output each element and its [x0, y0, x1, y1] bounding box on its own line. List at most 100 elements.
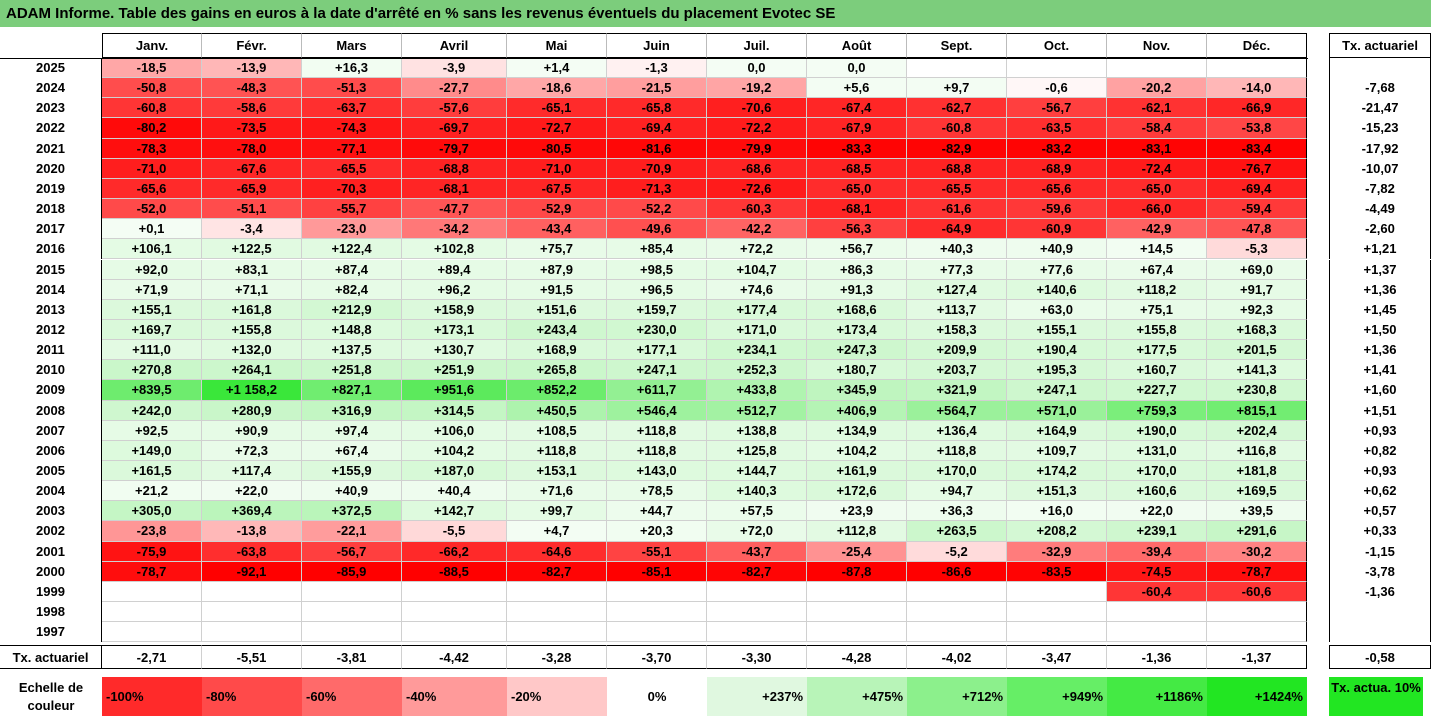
- value-cell: +280,9: [202, 400, 302, 421]
- value-cell: -30,2: [1207, 541, 1307, 562]
- tx-value: -2,60: [1329, 219, 1431, 240]
- value-cell: [907, 622, 1007, 643]
- column-header-12: Déc.: [1207, 33, 1307, 58]
- scale-swatch: -80%: [202, 677, 302, 716]
- value-cell: -64,6: [507, 541, 607, 562]
- value-cell: +132,0: [202, 340, 302, 361]
- value-cell: [1207, 622, 1307, 643]
- tx-value: +1,36: [1329, 279, 1431, 300]
- value-cell: -63,5: [1007, 118, 1107, 139]
- value-cell: +155,9: [302, 461, 402, 482]
- value-cell: -47,8: [1207, 219, 1307, 240]
- value-cell: +113,7: [907, 299, 1007, 320]
- value-cell: [907, 602, 1007, 623]
- value-cell: +22,0: [202, 481, 302, 502]
- year-label: 2024: [0, 78, 102, 99]
- value-cell: +92,0: [102, 259, 202, 280]
- value-cell: +104,7: [707, 259, 807, 280]
- value-cell: +116,8: [1207, 440, 1307, 461]
- value-cell: +91,3: [807, 279, 907, 300]
- value-cell: -66,9: [1207, 98, 1307, 119]
- value-cell: +265,8: [507, 360, 607, 381]
- value-cell: +546,4: [607, 400, 707, 421]
- value-cell: +155,1: [1007, 319, 1107, 341]
- value-cell: +118,8: [907, 440, 1007, 461]
- value-cell: +815,1: [1207, 400, 1307, 421]
- scale-swatch: +1186%: [1107, 677, 1207, 716]
- value-cell: +122,5: [202, 239, 302, 260]
- footer-value: -5,51: [202, 645, 302, 670]
- column-header-7: Juil.: [707, 33, 807, 58]
- value-cell: +118,8: [607, 440, 707, 461]
- value-cell: -58,4: [1107, 118, 1207, 139]
- value-cell: +177,5: [1107, 340, 1207, 361]
- value-cell: +512,7: [707, 400, 807, 421]
- value-cell: [1007, 602, 1107, 623]
- value-cell: +611,7: [607, 380, 707, 401]
- value-cell: [507, 581, 607, 603]
- value-cell: +40,9: [302, 481, 402, 502]
- value-cell: [607, 581, 707, 603]
- value-cell: +247,1: [607, 360, 707, 381]
- footer-value: -3,70: [607, 645, 707, 670]
- value-cell: -43,4: [507, 219, 607, 240]
- year-label: 2006: [0, 440, 102, 461]
- value-cell: +16,3: [302, 58, 402, 79]
- value-cell: +168,9: [507, 340, 607, 361]
- value-cell: -65,6: [102, 178, 202, 200]
- value-cell: +314,5: [402, 400, 507, 421]
- value-cell: -80,2: [102, 118, 202, 139]
- value-cell: -71,3: [607, 178, 707, 200]
- value-cell: +131,0: [1107, 440, 1207, 461]
- value-cell: -59,6: [1007, 199, 1107, 220]
- value-cell: +63,0: [1007, 299, 1107, 320]
- year-label: 1998: [0, 602, 102, 623]
- value-cell: +141,3: [1207, 360, 1307, 381]
- tx-value: -1,36: [1329, 581, 1431, 603]
- value-cell: -65,9: [202, 178, 302, 200]
- value-cell: +102,8: [402, 239, 507, 260]
- value-cell: -13,8: [202, 521, 302, 542]
- tx-value: +1,41: [1329, 360, 1431, 381]
- value-cell: -77,1: [302, 138, 402, 159]
- value-cell: +130,7: [402, 340, 507, 361]
- year-label: 2005: [0, 461, 102, 482]
- value-cell: +161,9: [807, 461, 907, 482]
- value-cell: -73,5: [202, 118, 302, 139]
- value-cell: +564,7: [907, 400, 1007, 421]
- value-cell: +1 158,2: [202, 380, 302, 401]
- tx-value: +1,37: [1329, 259, 1431, 280]
- year-label: 2008: [0, 400, 102, 421]
- value-cell: [202, 581, 302, 603]
- value-cell: [1007, 622, 1107, 643]
- value-cell: -85,9: [302, 561, 402, 582]
- value-cell: -21,5: [607, 78, 707, 99]
- value-cell: [102, 602, 202, 623]
- tx-value: +1,45: [1329, 299, 1431, 320]
- value-cell: +72,2: [707, 239, 807, 260]
- value-cell: [102, 622, 202, 643]
- value-cell: -70,9: [607, 158, 707, 179]
- value-cell: -69,4: [607, 118, 707, 139]
- value-cell: +239,1: [1107, 521, 1207, 542]
- value-cell: [402, 622, 507, 643]
- value-cell: +71,6: [507, 481, 607, 502]
- value-cell: +9,7: [907, 78, 1007, 99]
- year-label: 2018: [0, 199, 102, 220]
- value-cell: +203,7: [907, 360, 1007, 381]
- column-header-10: Oct.: [1007, 33, 1107, 58]
- year-label: 2003: [0, 501, 102, 522]
- year-label: 2014: [0, 279, 102, 300]
- value-cell: -64,9: [907, 219, 1007, 240]
- tx-value: -17,92: [1329, 138, 1431, 159]
- value-cell: +143,0: [607, 461, 707, 482]
- year-label: 2019: [0, 178, 102, 200]
- value-cell: -82,7: [507, 561, 607, 582]
- value-cell: +148,8: [302, 319, 402, 341]
- value-cell: -83,3: [807, 138, 907, 159]
- value-cell: +158,9: [402, 299, 507, 320]
- value-cell: -65,8: [607, 98, 707, 119]
- value-cell: -66,2: [402, 541, 507, 562]
- value-cell: -3,4: [202, 219, 302, 240]
- value-cell: -52,9: [507, 199, 607, 220]
